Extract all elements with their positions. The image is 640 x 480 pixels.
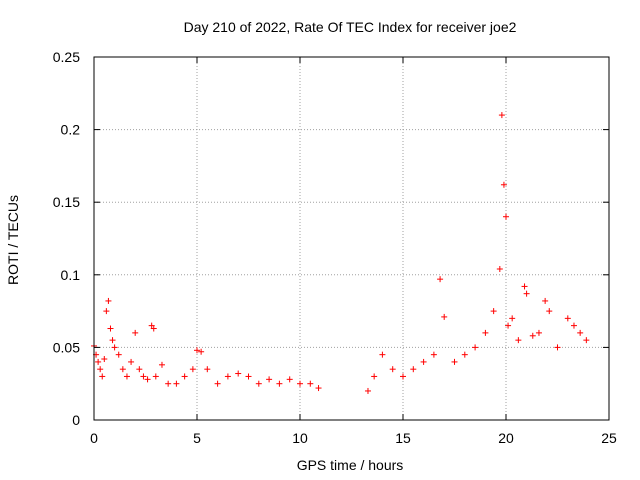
- data-point: [119, 366, 126, 373]
- data-point: [152, 373, 159, 380]
- data-point: [297, 380, 303, 387]
- y-axis-label: ROTI / TECUs: [5, 195, 21, 285]
- data-point: [570, 322, 577, 329]
- x-tick-label: 5: [193, 430, 201, 446]
- x-axis-ticks: 0 5 10 15 20 25: [90, 57, 617, 446]
- data-point: [235, 370, 242, 377]
- data-point: [577, 329, 584, 336]
- data-point: [521, 283, 528, 290]
- data-point: [245, 373, 252, 380]
- data-point: [498, 112, 505, 119]
- data-point: [503, 213, 509, 220]
- data-point: [99, 373, 106, 380]
- data-point: [150, 325, 157, 332]
- data-point: [554, 344, 561, 351]
- data-point: [583, 337, 590, 344]
- data-point: [496, 265, 503, 272]
- data-point: [165, 380, 172, 387]
- grid-lines: [94, 57, 609, 420]
- data-point: [173, 380, 180, 387]
- data-point: [437, 276, 444, 283]
- data-point: [371, 373, 378, 380]
- data-point: [128, 358, 135, 365]
- x-tick-label: 15: [395, 430, 411, 446]
- data-point: [194, 347, 200, 354]
- data-point: [97, 366, 104, 373]
- data-point: [515, 337, 522, 344]
- data-point: [490, 308, 497, 315]
- data-point: [461, 351, 468, 358]
- y-tick-label: 0.15: [53, 194, 80, 210]
- data-point: [276, 380, 283, 387]
- x-tick-label: 25: [601, 430, 617, 446]
- data-point: [523, 290, 530, 297]
- data-point: [420, 358, 427, 365]
- data-point: [111, 344, 118, 351]
- data-point: [564, 315, 571, 322]
- data-point: [224, 373, 231, 380]
- data-point: [103, 308, 110, 315]
- data-point: [144, 376, 151, 383]
- data-point: [95, 358, 102, 365]
- data-point: [214, 380, 221, 387]
- data-point: [204, 366, 211, 373]
- y-tick-label: 0.1: [61, 267, 81, 283]
- data-point: [315, 385, 322, 392]
- data-point: [266, 376, 273, 383]
- data-point: [123, 373, 130, 380]
- data-point: [542, 297, 549, 304]
- data-point: [307, 380, 314, 387]
- data-point: [441, 313, 448, 320]
- data-point: [430, 351, 437, 358]
- data-point: [500, 181, 507, 188]
- data-point: [379, 351, 386, 358]
- chart-title: Day 210 of 2022, Rate Of TEC Index for r…: [184, 19, 517, 35]
- y-tick-label: 0: [72, 412, 80, 428]
- data-point: [189, 366, 196, 373]
- x-tick-label: 10: [292, 430, 308, 446]
- data-point: [140, 373, 147, 380]
- data-point: [181, 373, 188, 380]
- data-point: [482, 329, 489, 336]
- data-point: [364, 387, 371, 394]
- data-point: [158, 361, 165, 368]
- data-point: [451, 358, 458, 365]
- y-tick-label: 0.2: [61, 122, 81, 138]
- data-point: [400, 373, 406, 380]
- data-point: [107, 325, 114, 332]
- data-point: [509, 315, 516, 322]
- y-tick-label: 0.25: [53, 49, 80, 65]
- data-point: [115, 351, 122, 358]
- x-axis-label: GPS time / hours: [297, 457, 404, 473]
- data-point: [389, 366, 396, 373]
- x-tick-label: 0: [90, 430, 98, 446]
- data-point: [546, 308, 553, 315]
- y-tick-label: 0.05: [53, 339, 80, 355]
- data-point: [109, 337, 116, 344]
- data-point: [505, 322, 512, 329]
- data-point: [472, 344, 479, 351]
- data-point: [136, 366, 143, 373]
- data-point: [198, 348, 205, 355]
- data-point: [101, 356, 108, 363]
- y-axis-ticks: 0 0.05 0.1 0.15 0.2 0.25: [53, 49, 609, 428]
- data-point: [410, 366, 417, 373]
- data-point: [105, 297, 112, 304]
- plot-frame: [93, 56, 610, 421]
- data-point: [286, 376, 293, 383]
- data-point: [535, 329, 542, 336]
- data-point: [529, 332, 536, 339]
- data-points: [91, 112, 590, 394]
- data-point: [255, 380, 262, 387]
- x-tick-label: 20: [498, 430, 514, 446]
- data-point: [132, 329, 139, 336]
